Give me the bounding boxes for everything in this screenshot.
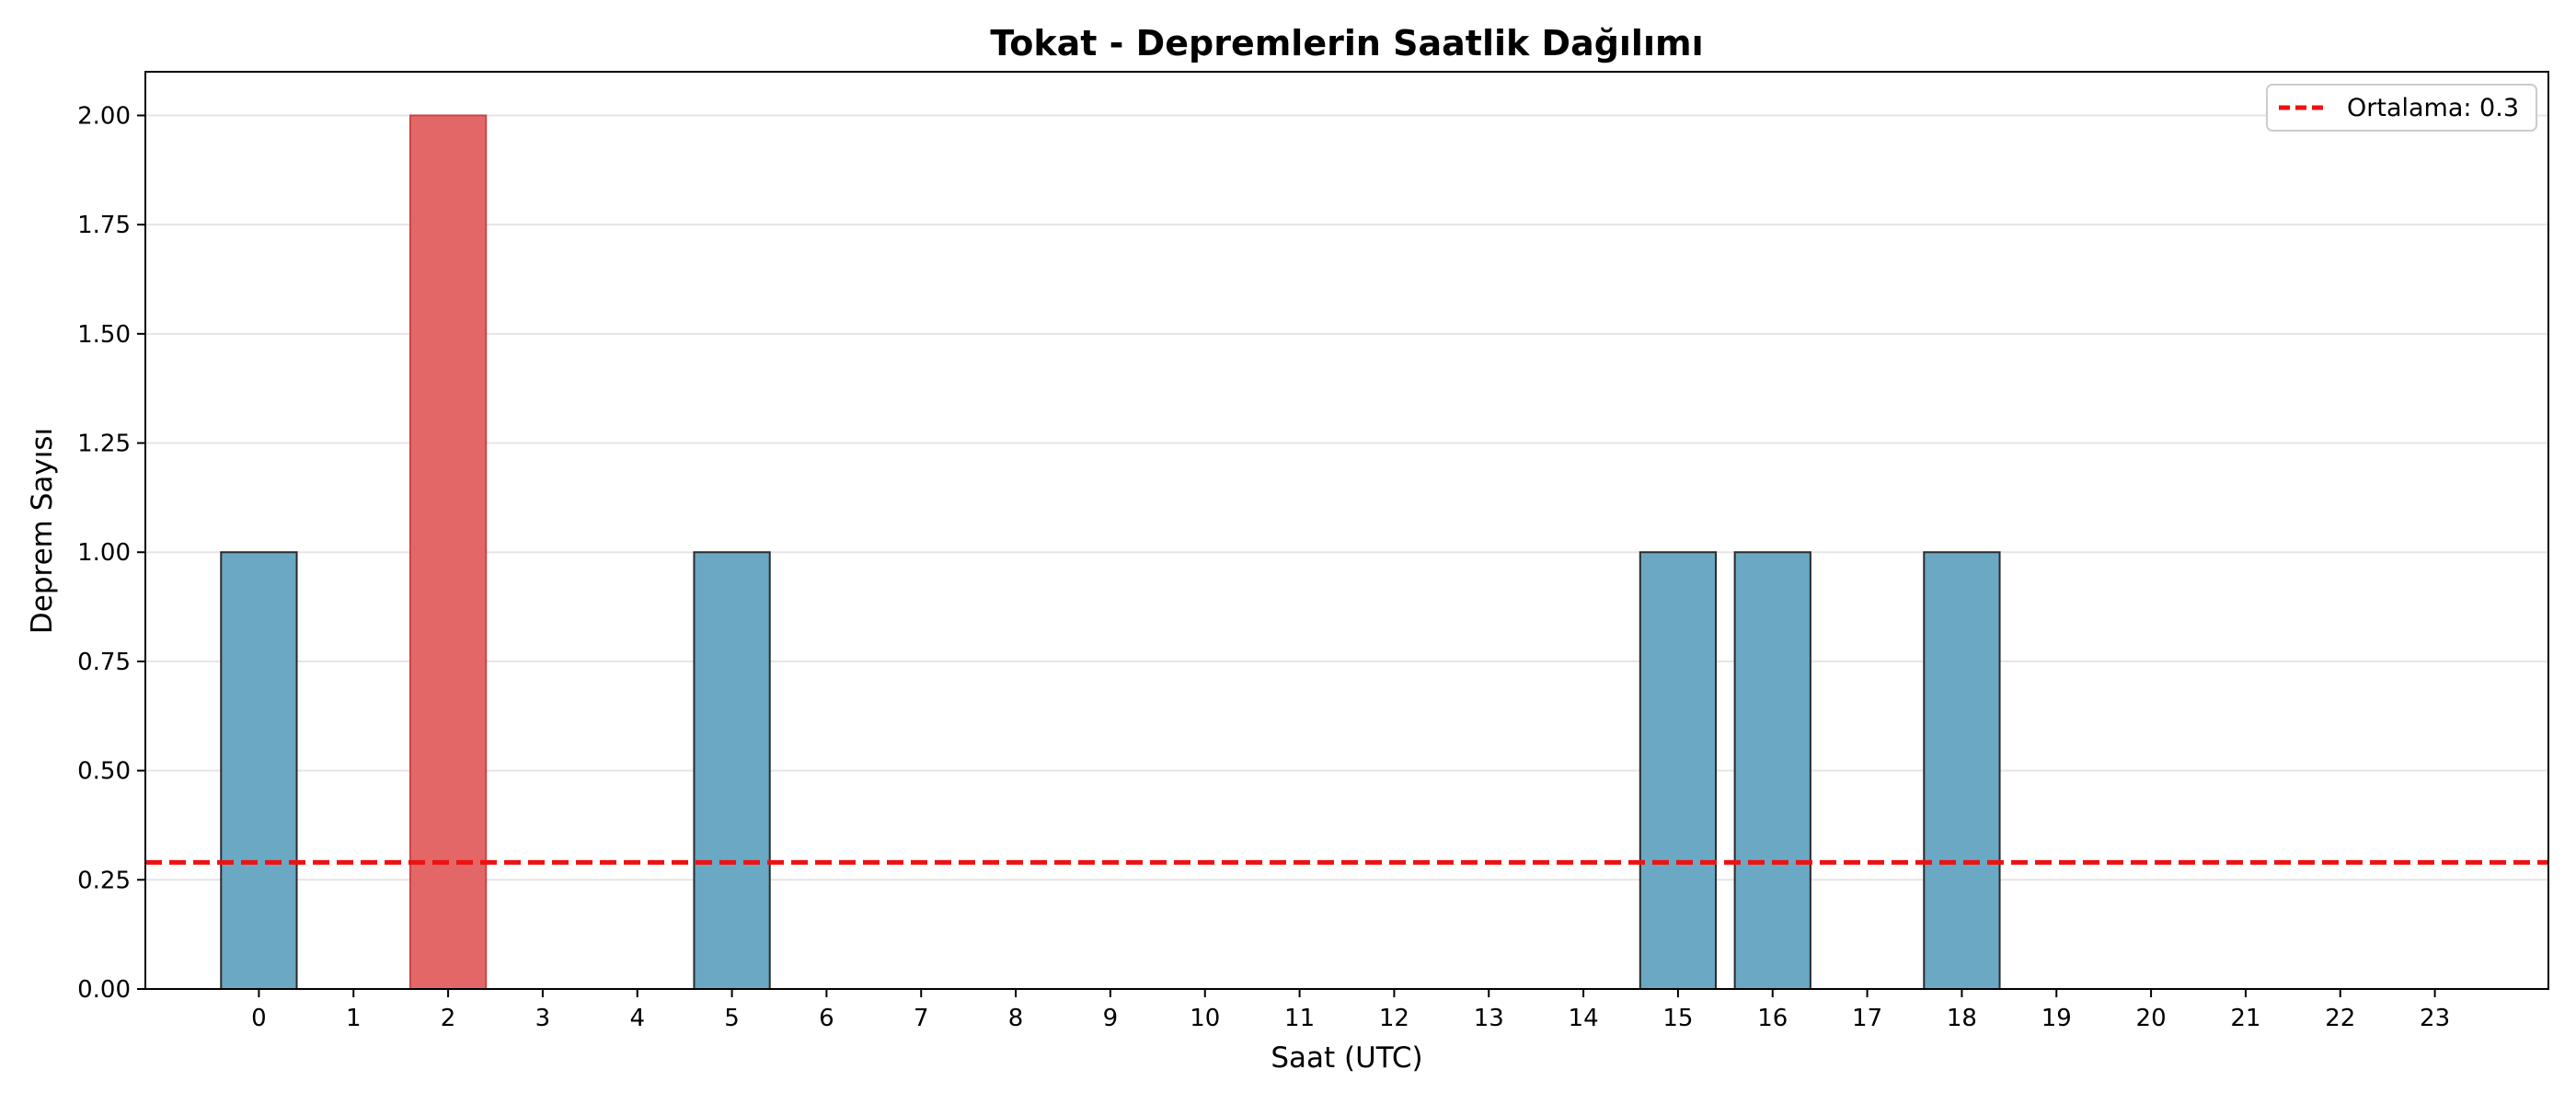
y-tick-label: 1.00 xyxy=(77,539,131,567)
x-axis-label: Saat (UTC) xyxy=(1271,1041,1422,1075)
x-tick-label: 20 xyxy=(2136,1005,2167,1032)
x-tick-label: 19 xyxy=(2041,1005,2072,1032)
x-tick-label: 10 xyxy=(1190,1005,1220,1032)
x-tick-label: 17 xyxy=(1852,1005,1882,1032)
legend-box xyxy=(2266,84,2537,132)
x-axis-ticks: 0 1 2 3 4 5 6 7 8 9 10 11 12 13 14 15 16 17 18 19 20 21 22 23 xyxy=(251,989,2450,1032)
x-tick-label: 7 xyxy=(914,1005,929,1032)
x-tick-label: 8 xyxy=(1008,1005,1024,1032)
bar-5 xyxy=(693,551,771,990)
x-tick-label: 23 xyxy=(2420,1005,2450,1032)
plot-frame xyxy=(144,71,2549,990)
x-tick-label: 9 xyxy=(1103,1005,1119,1032)
y-tick-label: 0.50 xyxy=(77,758,131,786)
x-tick-label: 12 xyxy=(1379,1005,1409,1032)
chart-title: Tokat - Depremlerin Saatlik Dağılımı xyxy=(990,23,1703,63)
x-tick-label: 16 xyxy=(1757,1005,1788,1032)
x-tick-label: 4 xyxy=(629,1005,645,1032)
bar-2 xyxy=(408,114,488,990)
y-tick-label: 0.75 xyxy=(77,649,131,676)
x-tick-label: 18 xyxy=(1947,1005,1977,1032)
bar-16 xyxy=(1733,551,1811,990)
x-tick-label: 3 xyxy=(535,1005,551,1032)
y-tick-label: 1.50 xyxy=(77,321,131,349)
legend: Ortalama: 0.3 xyxy=(2266,84,2537,132)
x-tick-label: 0 xyxy=(251,1005,267,1032)
bar-15 xyxy=(1639,551,1718,990)
y-tick-label: 0.25 xyxy=(77,867,131,894)
y-tick-label: 1.75 xyxy=(77,212,131,239)
y-axis-label: Deprem Sayısı xyxy=(26,428,59,634)
y-axis-ticks: 0.00 0.25 0.50 0.75 1.00 1.25 1.50 1.75 2.00 xyxy=(77,102,145,1004)
bars xyxy=(220,114,2001,990)
x-tick-label: 6 xyxy=(819,1005,834,1032)
x-tick-label: 22 xyxy=(2325,1005,2355,1032)
legend-label: Ortalama: 0.3 xyxy=(2347,94,2519,122)
x-tick-label: 21 xyxy=(2230,1005,2260,1032)
x-tick-label: 13 xyxy=(1474,1005,1504,1032)
bar-0 xyxy=(220,551,298,990)
y-tick-label: 0.00 xyxy=(77,976,131,1004)
x-tick-label: 14 xyxy=(1569,1005,1599,1032)
y-tick-label: 1.25 xyxy=(77,431,131,458)
x-tick-label: 11 xyxy=(1284,1005,1315,1032)
x-tick-label: 1 xyxy=(346,1005,362,1032)
x-tick-label: 2 xyxy=(441,1005,456,1032)
x-tick-label: 5 xyxy=(724,1005,740,1032)
y-tick-label: 2.00 xyxy=(77,102,131,130)
bar-18 xyxy=(1923,551,2001,990)
x-tick-label: 15 xyxy=(1662,1005,1693,1032)
